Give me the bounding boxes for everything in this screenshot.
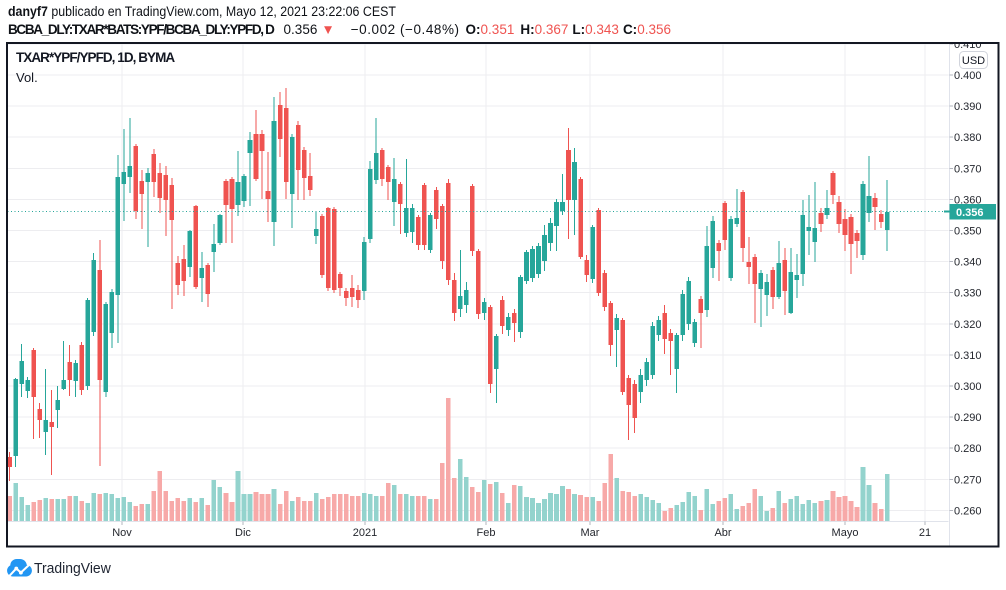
svg-text:0.360: 0.360 (954, 194, 982, 206)
svg-text:0.350: 0.350 (954, 226, 982, 238)
svg-text:0.320: 0.320 (954, 319, 982, 331)
svg-text:0.290: 0.290 (954, 412, 982, 424)
svg-text:Mar: Mar (581, 527, 600, 539)
svg-text:0.300: 0.300 (954, 381, 982, 393)
svg-text:0.400: 0.400 (954, 70, 982, 82)
svg-text:0.270: 0.270 (954, 474, 982, 486)
svg-text:0.260: 0.260 (954, 505, 982, 517)
svg-text:0.330: 0.330 (954, 288, 982, 300)
svg-text:Mayo: Mayo (832, 527, 859, 539)
svg-text:0.370: 0.370 (954, 163, 982, 175)
svg-text:Feb: Feb (477, 527, 496, 539)
svg-text:0.280: 0.280 (954, 443, 982, 455)
svg-text:21: 21 (919, 527, 931, 539)
svg-text:0.340: 0.340 (954, 257, 982, 269)
svg-text:0.310: 0.310 (954, 350, 982, 362)
svg-text:Abr: Abr (714, 527, 731, 539)
svg-text:0.380: 0.380 (954, 132, 982, 144)
svg-text:Dic: Dic (235, 527, 251, 539)
svg-text:0.356: 0.356 (956, 207, 984, 219)
svg-text:0.390: 0.390 (954, 101, 982, 113)
svg-text:USD: USD (962, 55, 985, 67)
svg-text:Nov: Nov (112, 527, 132, 539)
svg-text:2021: 2021 (353, 527, 377, 539)
